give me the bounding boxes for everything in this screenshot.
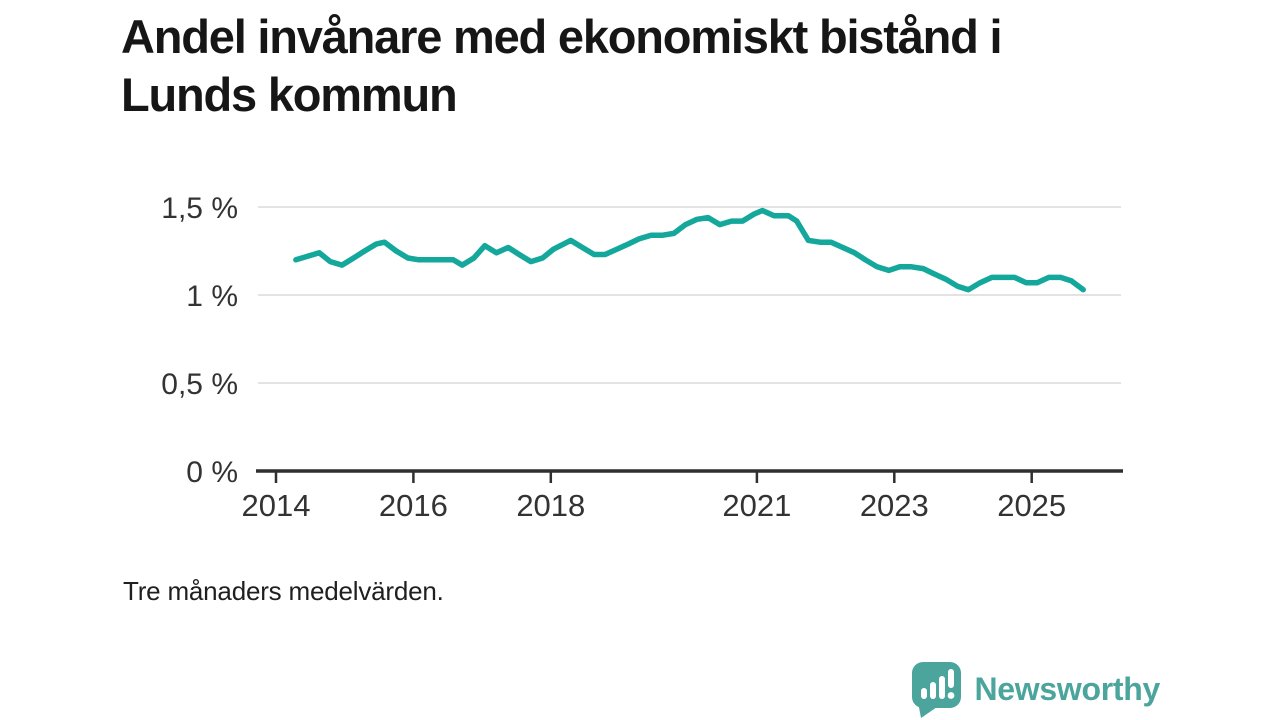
y-axis-tick-label: 0 % xyxy=(186,456,238,489)
x-axis-tick-label: 2025 xyxy=(997,488,1066,523)
y-axis-tick-label: 1 % xyxy=(186,280,238,313)
newsworthy-branding: Newsworthy xyxy=(909,660,1161,718)
speech-bubble-tail xyxy=(917,702,937,718)
chart-footnote: Tre månaders medelvärden. xyxy=(123,576,444,606)
exclamation-dot xyxy=(947,692,954,699)
bar-2 xyxy=(929,682,936,699)
brand-name: Newsworthy xyxy=(974,670,1161,707)
page-title: Andel invånare med ekonomiskt bistånd i … xyxy=(121,10,1003,122)
exclamation-bar xyxy=(947,669,954,688)
bar-1 xyxy=(920,688,927,699)
x-axis-tick-label: 2014 xyxy=(242,488,311,523)
bar-3 xyxy=(938,676,945,699)
x-axis-tick-label: 2021 xyxy=(722,488,791,523)
newsworthy-speech-bubble-bar-chart-icon xyxy=(911,662,961,718)
x-axis-tick-label: 2018 xyxy=(516,488,585,523)
y-axis-tick-label: 1,5 % xyxy=(161,192,238,225)
x-axis-tick-label: 2016 xyxy=(379,488,448,523)
data-line-series xyxy=(293,207,1086,293)
y-axis-tick-label: 0,5 % xyxy=(161,368,238,401)
x-axis-tick-label: 2023 xyxy=(860,488,929,523)
